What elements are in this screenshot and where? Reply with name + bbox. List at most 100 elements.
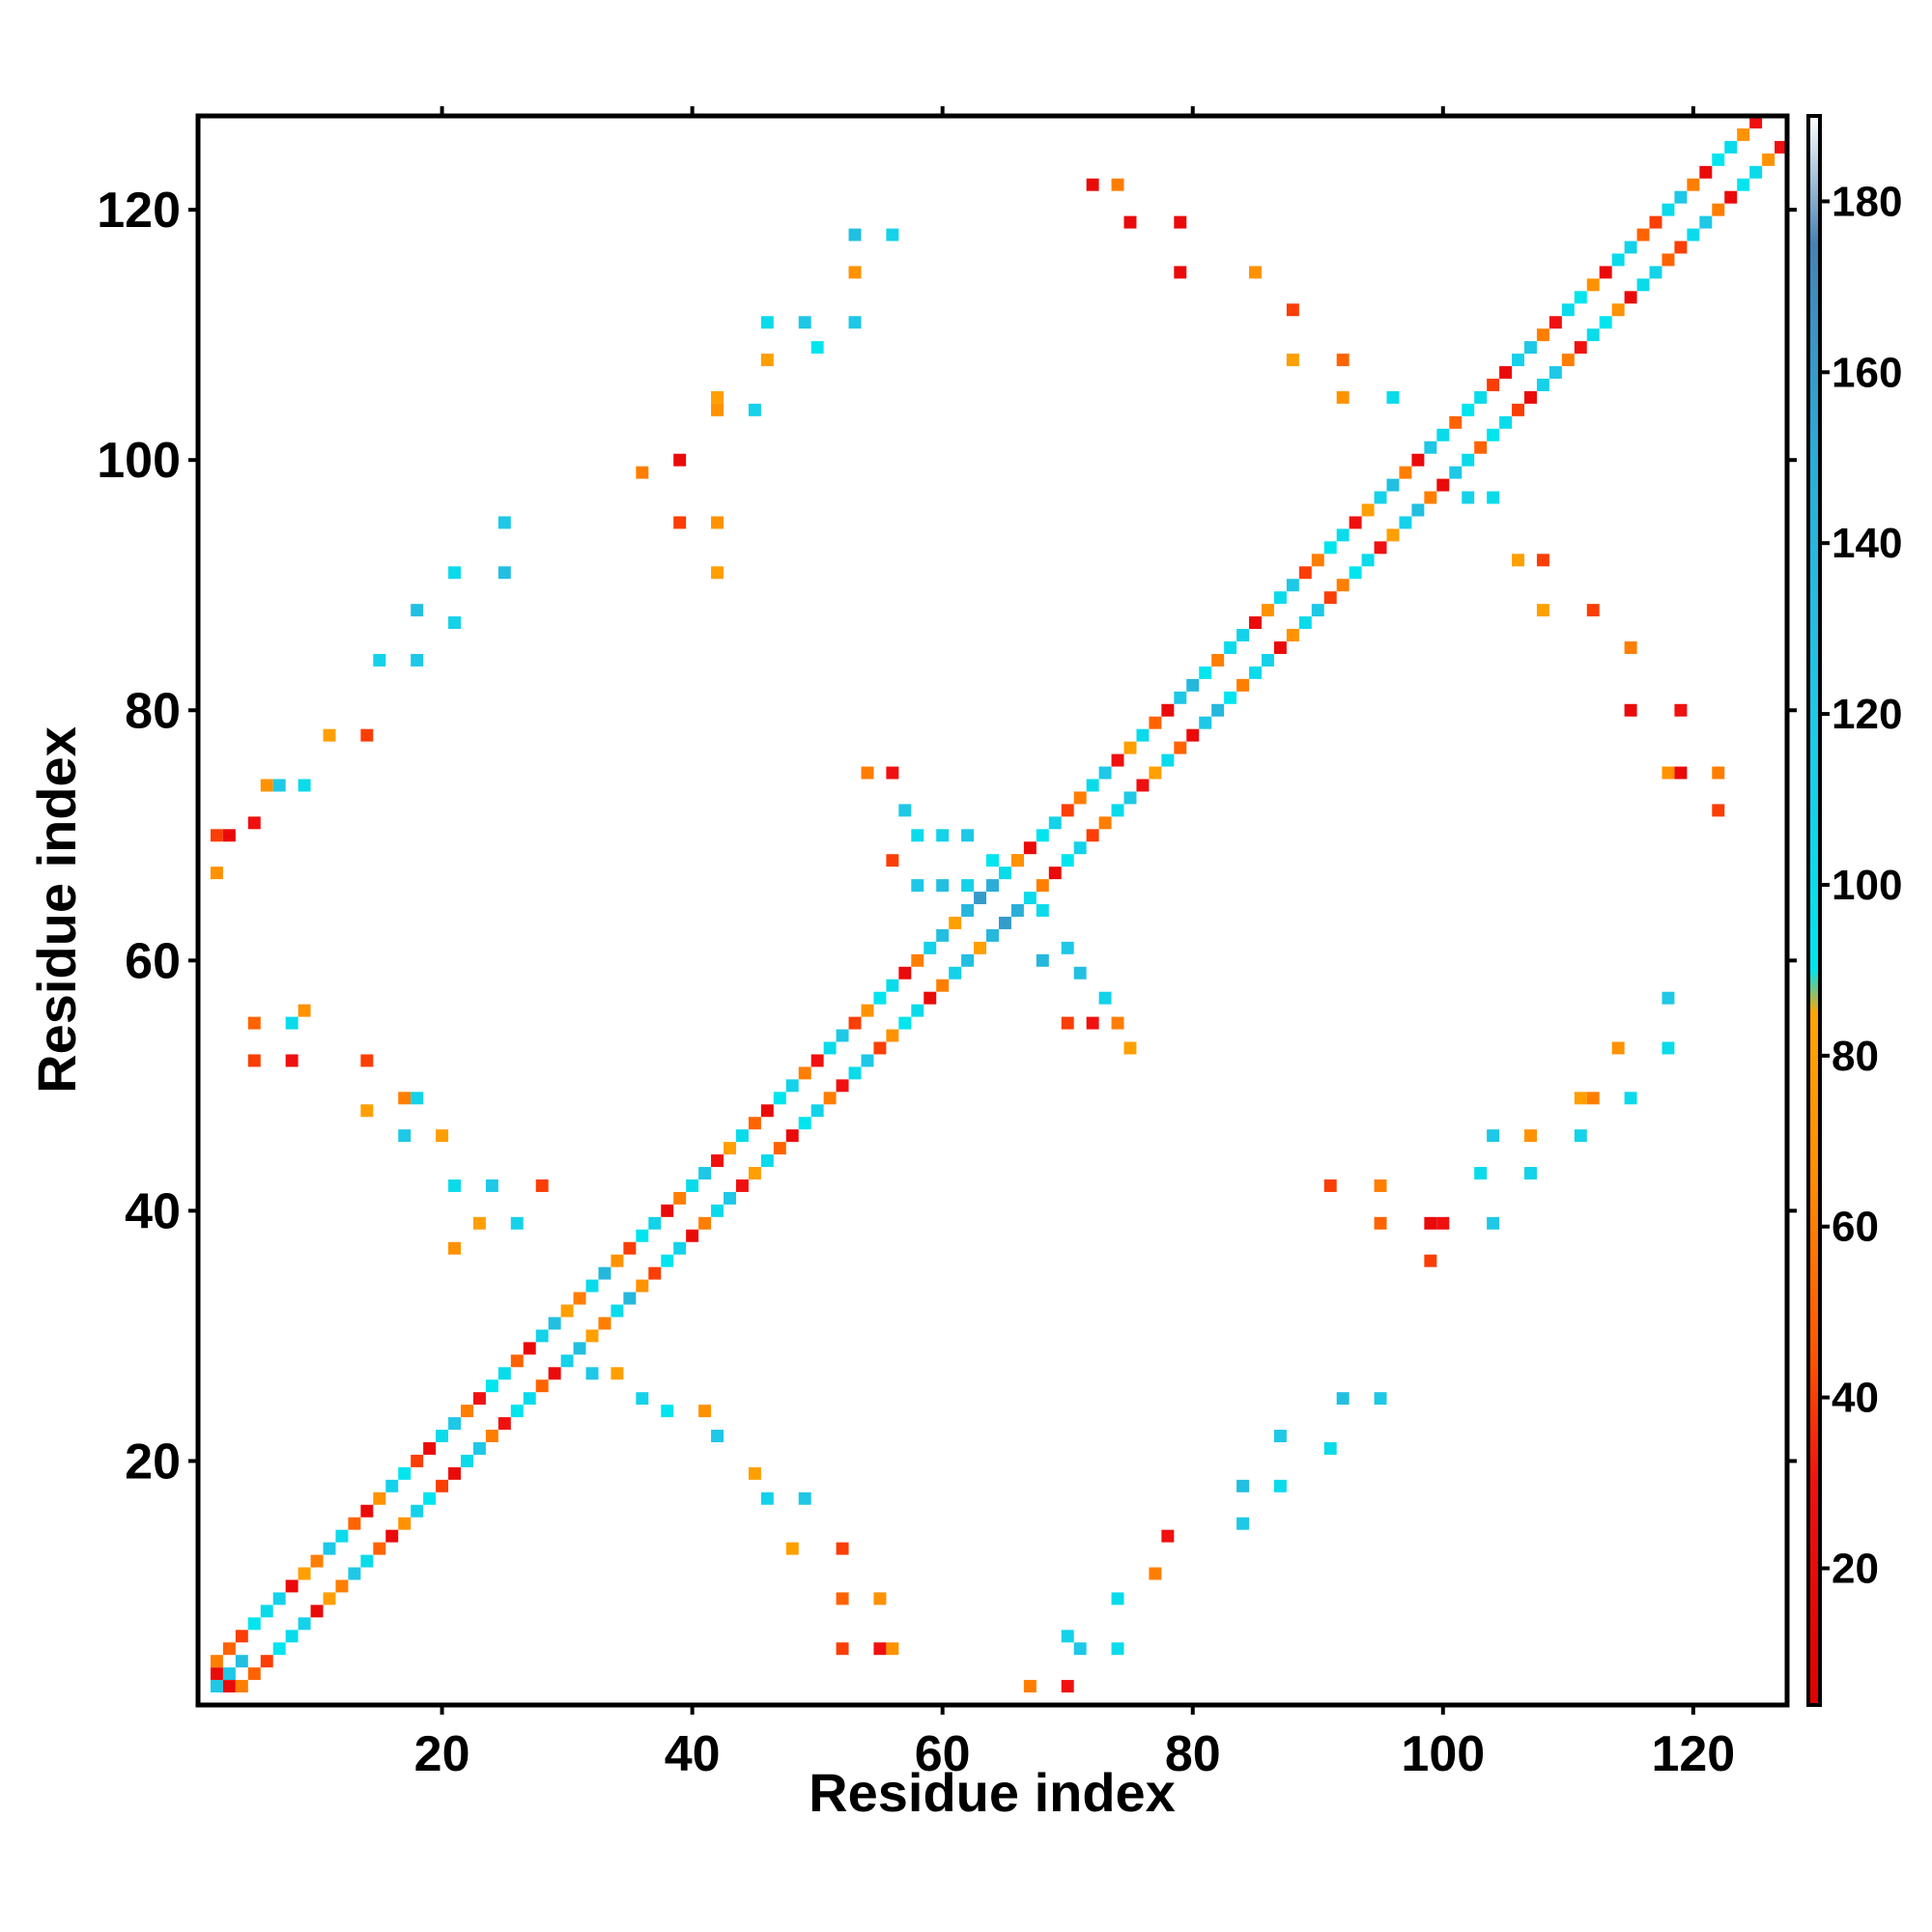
heatmap-cell: [1036, 904, 1049, 917]
heatmap-cell: [735, 1179, 749, 1192]
y-tick-label: 100: [97, 433, 181, 489]
heatmap-cell: [1061, 854, 1074, 867]
heatmap-cell: [1449, 466, 1463, 479]
heatmap-cell: [986, 928, 999, 942]
heatmap-cell: [1386, 478, 1400, 492]
heatmap-cell: [1662, 203, 1675, 216]
heatmap-cell: [686, 1179, 699, 1192]
heatmap-cell: [1098, 766, 1112, 780]
heatmap-cell: [485, 1179, 498, 1192]
heatmap-cell: [1286, 303, 1299, 317]
heatmap-cell: [1136, 779, 1150, 792]
heatmap-cell: [1399, 466, 1412, 479]
heatmap-cell: [1624, 641, 1637, 654]
heatmap-cell: [222, 1642, 236, 1656]
heatmap-cell: [1111, 1592, 1124, 1605]
heatmap-cell: [1424, 1216, 1437, 1230]
heatmap-cell: [285, 1630, 298, 1643]
heatmap-cell: [886, 1029, 899, 1042]
heatmap-cell: [1149, 766, 1162, 780]
heatmap-cell: [398, 1466, 412, 1480]
heatmap-cell: [861, 766, 874, 780]
heatmap-cell: [1123, 215, 1137, 229]
heatmap-cell: [285, 1054, 298, 1067]
heatmap-cell: [611, 1367, 624, 1380]
heatmap-cell: [1273, 1430, 1287, 1442]
heatmap-cell: [1323, 541, 1337, 554]
heatmap-cell: [861, 1054, 874, 1067]
colorbar-gradient: [1806, 114, 1822, 1707]
heatmap-cell: [497, 566, 511, 580]
heatmap-cell: [773, 1092, 786, 1105]
colorbar-tick-label: 40: [1832, 1375, 1879, 1422]
heatmap-cell: [886, 979, 899, 992]
heatmap-cell: [1662, 991, 1675, 1005]
heatmap-cell: [373, 1492, 386, 1505]
colorbar-tick-label: 160: [1832, 349, 1902, 396]
heatmap-cell: [1624, 703, 1637, 717]
heatmap-cell: [936, 829, 950, 842]
heatmap-cell: [711, 1430, 724, 1442]
heatmap-cell: [1374, 1392, 1387, 1406]
heatmap-cell: [760, 1154, 774, 1168]
heatmap-cell: [636, 1392, 649, 1406]
heatmap-cell: [497, 1367, 511, 1380]
heatmap-cell: [497, 516, 511, 529]
heatmap-cell: [1599, 266, 1612, 279]
heatmap-cell: [1273, 641, 1287, 654]
heatmap-cell: [461, 1454, 473, 1467]
heatmap-cell: [298, 1004, 311, 1017]
heatmap-cell: [485, 1379, 498, 1393]
heatmap-cell: [310, 1605, 324, 1618]
heatmap-cell: [1548, 366, 1562, 380]
heatmap-cell: [798, 1066, 811, 1080]
plot-frame: [195, 113, 1790, 1708]
heatmap-cell: [810, 341, 824, 355]
heatmap-cell: [1273, 591, 1287, 605]
colorbar-tick-label: 80: [1832, 1033, 1879, 1080]
heatmap-cell: [798, 316, 811, 329]
y-tick-label: 20: [125, 1434, 181, 1490]
heatmap-cell: [497, 1417, 511, 1431]
heatmap-cell: [711, 403, 724, 416]
heatmap-cell: [560, 1354, 574, 1368]
heatmap-cell: [1249, 266, 1262, 279]
heatmap-cell: [1073, 966, 1087, 980]
heatmap-cell: [411, 1092, 424, 1105]
heatmap-cell: [911, 879, 924, 893]
heatmap-cell: [573, 1292, 586, 1305]
heatmap-cell: [1512, 554, 1524, 567]
heatmap-cell: [1374, 1179, 1387, 1192]
heatmap-cell: [335, 1579, 349, 1593]
heatmap-cell: [836, 1029, 849, 1042]
heatmap-cell: [1023, 841, 1037, 855]
heatmap-cell: [1487, 379, 1500, 391]
heatmap-cell: [873, 1041, 887, 1055]
heatmap-cell: [949, 966, 962, 980]
heatmap-cell: [448, 1417, 462, 1431]
heatmap-cell: [961, 904, 975, 917]
heatmap-cell: [661, 1204, 674, 1217]
heatmap-cell: [1186, 728, 1200, 742]
heatmap-cell: [898, 966, 912, 980]
heatmap-cell: [673, 516, 687, 529]
heatmap-cell: [785, 1079, 799, 1093]
heatmap-cell: [1073, 841, 1087, 855]
heatmap-cell: [936, 928, 950, 942]
heatmap-cell: [1186, 678, 1200, 692]
heatmap-cell: [1336, 354, 1350, 367]
heatmap-cell: [485, 1430, 498, 1442]
heatmap-cell: [1624, 1092, 1637, 1105]
heatmap-cell: [661, 1254, 674, 1267]
heatmap-cell: [210, 1680, 223, 1693]
heatmap-cell: [1336, 1392, 1350, 1406]
heatmap-cell: [974, 892, 987, 905]
heatmap-cell: [1123, 1041, 1137, 1055]
heatmap-cell: [636, 1279, 649, 1293]
heatmap-cell: [936, 879, 950, 893]
heatmap-cell: [748, 1117, 761, 1130]
heatmap-cell: [1611, 253, 1625, 267]
heatmap-cell: [1136, 728, 1150, 742]
heatmap-cell: [961, 879, 975, 893]
y-tick-label: 60: [125, 933, 181, 989]
